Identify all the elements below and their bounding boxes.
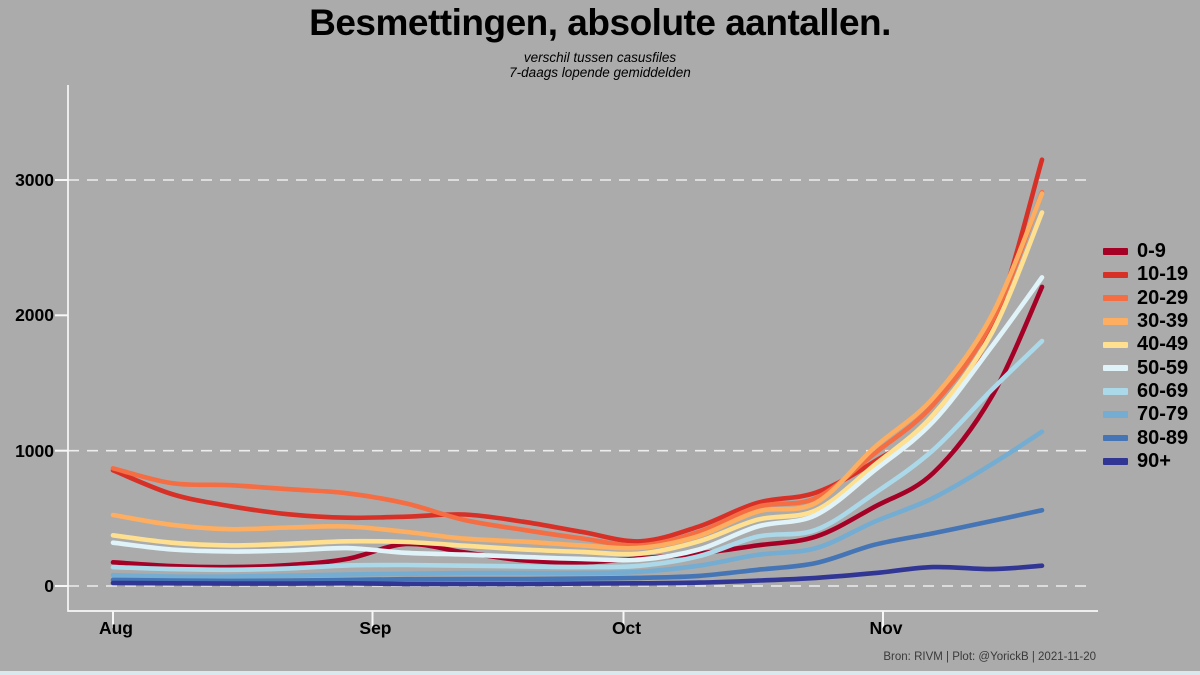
series-line-50-59 bbox=[110, 275, 1045, 563]
legend-swatch-70-79 bbox=[1103, 411, 1128, 418]
x-tick-label-Sep: Sep bbox=[359, 618, 392, 638]
axis-spine bbox=[67, 85, 1098, 612]
y-tick-label-1000: 1000 bbox=[15, 440, 54, 461]
legend-swatch-10-19 bbox=[1103, 271, 1128, 279]
legend-item-20-29: 20-29 bbox=[1103, 287, 1188, 310]
legend-item-60-69: 60-69 bbox=[1103, 380, 1188, 403]
legend-label-60-69: 60-69 bbox=[1137, 379, 1189, 402]
legend-swatch-20-29 bbox=[1103, 294, 1128, 302]
legend-label-90+: 90+ bbox=[1137, 449, 1171, 472]
series-line-40-49 bbox=[110, 210, 1045, 557]
legend-swatch-30-39 bbox=[1103, 318, 1128, 325]
legend-label-20-29: 20-29 bbox=[1137, 286, 1189, 309]
legend-item-50-59: 50-59 bbox=[1103, 356, 1188, 379]
series-line-80-89 bbox=[110, 507, 1045, 584]
legend-swatch-60-69 bbox=[1103, 388, 1128, 395]
y-tick-label-3000: 3000 bbox=[15, 170, 54, 190]
legend-label-30-39: 30-39 bbox=[1137, 310, 1189, 333]
legend-label-40-49: 40-49 bbox=[1137, 333, 1189, 356]
legend-label-80-89: 80-89 bbox=[1137, 426, 1189, 449]
x-tick-label-Nov: Nov bbox=[869, 618, 903, 638]
chart-title: Besmettingen, absolute aantallen. bbox=[309, 2, 891, 43]
legend-swatch-90+ bbox=[1103, 458, 1128, 465]
series-line-60-69 bbox=[110, 338, 1045, 573]
legend-swatch-40-49 bbox=[1103, 341, 1128, 349]
legend-label-10-19: 10-19 bbox=[1137, 263, 1189, 286]
series-line-20-29 bbox=[110, 189, 1045, 548]
legend-item-10-19: 10-19 bbox=[1103, 263, 1188, 286]
x-tick-label-Aug: Aug bbox=[98, 618, 134, 638]
series-line-90+ bbox=[110, 563, 1045, 587]
chart-subtitle-line2: 7-daags lopende gemiddelden bbox=[509, 65, 691, 80]
legend-swatch-0-9 bbox=[1103, 248, 1128, 255]
legend-item-40-49: 40-49 bbox=[1103, 333, 1188, 356]
series-line-70-79 bbox=[110, 429, 1045, 579]
y-tick-label-0: 0 bbox=[44, 576, 54, 596]
legend-label-0-9: 0-9 bbox=[1137, 240, 1166, 263]
legend-label-70-79: 70-79 bbox=[1137, 403, 1189, 426]
legend: 0-9 10-19 20-29 30-39 40-49 50-59 60-69 70-79 80… bbox=[1103, 240, 1188, 473]
bottom-strip bbox=[0, 671, 1200, 675]
x-tick-label-Oct: Oct bbox=[611, 618, 642, 638]
series-line-30-39 bbox=[110, 191, 1045, 551]
legend-label-50-59: 50-59 bbox=[1137, 356, 1189, 379]
legend-item-70-79: 70-79 bbox=[1103, 403, 1188, 426]
legend-item-0-9: 0-9 bbox=[1103, 240, 1188, 263]
legend-item-30-39: 30-39 bbox=[1103, 310, 1188, 333]
legend-swatch-80-89 bbox=[1103, 434, 1128, 442]
source-caption: Bron: RIVM | Plot: @YorickB | 2021-11-20 bbox=[883, 651, 1096, 663]
legend-item-90+: 90+ bbox=[1103, 450, 1188, 473]
chart-subtitle-line1: verschil tussen casusfiles bbox=[523, 50, 677, 65]
y-tick-label-2000: 2000 bbox=[15, 305, 54, 326]
legend-swatch-50-59 bbox=[1103, 364, 1128, 372]
series-line-10-19 bbox=[110, 157, 1045, 544]
legend-item-80-89: 80-89 bbox=[1103, 426, 1188, 449]
